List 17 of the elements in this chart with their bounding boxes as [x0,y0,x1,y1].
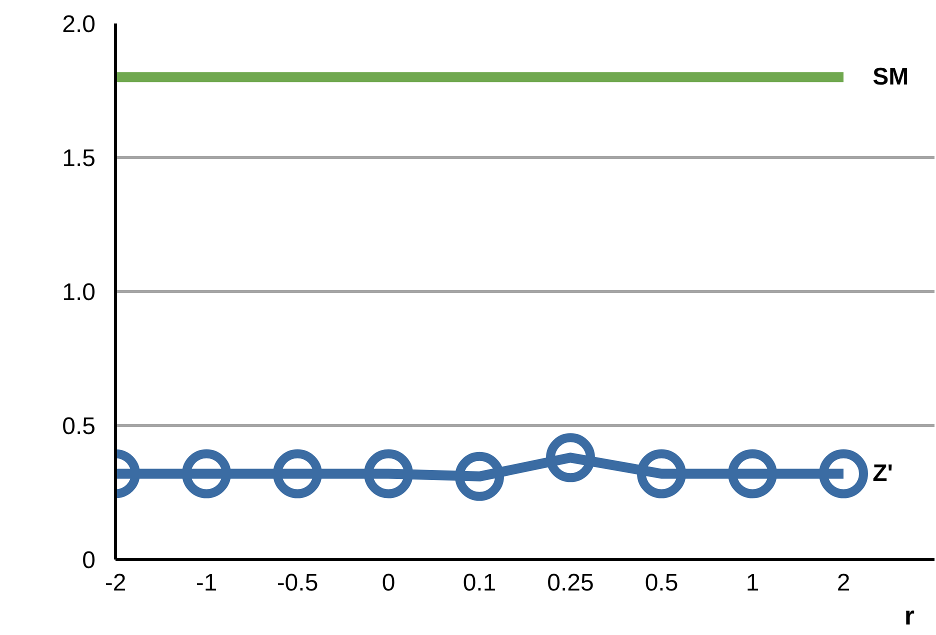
y-tick-label: 1.0 [62,279,96,306]
x-axis-title: r [904,600,915,630]
y-tick-label: 0.5 [62,413,96,440]
y-tick-label: 0 [82,547,96,574]
y-tick-label: 2.0 [62,11,96,38]
x-tick-label: 0.1 [462,570,496,596]
x-tick-label: 1 [746,570,760,596]
series-label: Z' [872,460,893,488]
y-tick-label: 1.5 [62,145,96,172]
x-tick-label: 0.25 [547,570,594,596]
x-tick-label: 2 [836,570,850,596]
x-tick-label: -0.5 [276,570,318,596]
x-tick-label: 0.5 [644,570,678,596]
x-tick-label: -1 [196,570,218,596]
x-tick-label: -2 [104,570,126,596]
x-tick-label: 0 [382,570,396,596]
series-label: SM [872,64,909,91]
